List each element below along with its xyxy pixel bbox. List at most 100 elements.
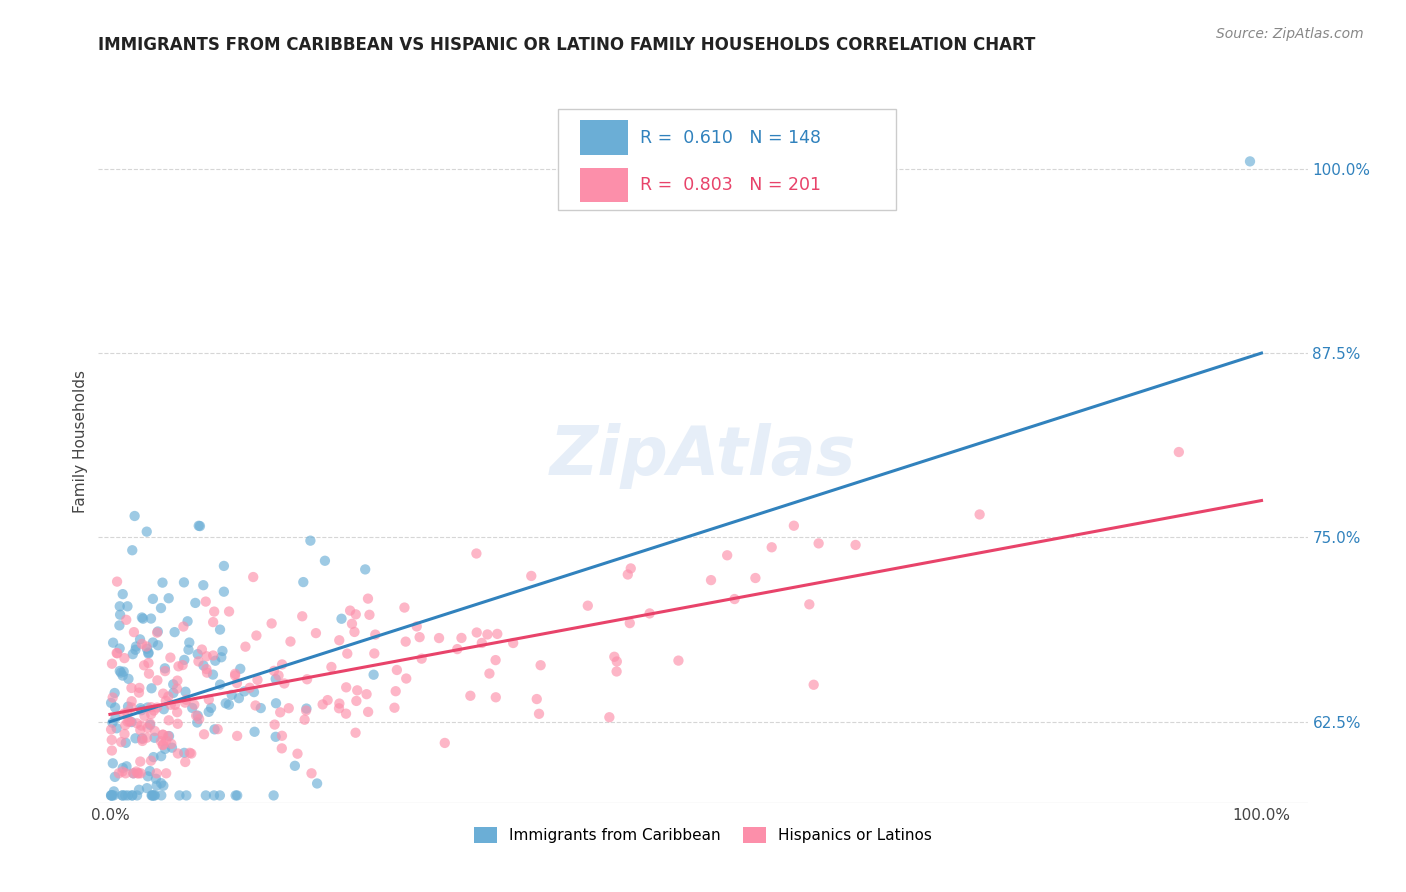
- Point: [198, 692, 221, 706]
- Point: [335, 706, 357, 721]
- Point: [195, 665, 218, 680]
- Point: [477, 627, 499, 641]
- Point: [224, 668, 246, 682]
- Point: [152, 738, 174, 752]
- Point: [179, 746, 201, 760]
- Point: [125, 789, 148, 803]
- Point: [181, 701, 204, 715]
- Point: [155, 694, 177, 708]
- Point: [174, 696, 197, 710]
- Point: [328, 697, 350, 711]
- Point: [111, 789, 134, 803]
- Text: Source: ZipAtlas.com: Source: ZipAtlas.com: [1216, 27, 1364, 41]
- Point: [176, 693, 198, 707]
- Point: [101, 789, 124, 803]
- Point: [100, 789, 122, 803]
- Point: [121, 543, 143, 558]
- Point: [335, 681, 357, 695]
- Point: [471, 636, 494, 650]
- Point: [159, 698, 181, 712]
- Point: [226, 729, 249, 743]
- Point: [174, 684, 197, 698]
- Point: [527, 706, 550, 721]
- Point: [292, 575, 315, 590]
- Point: [195, 662, 218, 676]
- Point: [202, 605, 225, 619]
- Point: [108, 618, 131, 632]
- Point: [127, 766, 149, 780]
- Point: [101, 657, 124, 671]
- Point: [576, 599, 599, 613]
- Point: [104, 686, 127, 700]
- Point: [174, 755, 197, 769]
- Point: [166, 681, 188, 696]
- Point: [131, 731, 153, 746]
- Point: [162, 677, 184, 691]
- Point: [143, 731, 166, 745]
- Point: [121, 714, 143, 729]
- Point: [142, 704, 165, 718]
- Point: [114, 766, 136, 780]
- Point: [129, 723, 152, 737]
- Point: [183, 698, 205, 712]
- Point: [132, 612, 155, 626]
- Point: [295, 673, 318, 687]
- Point: [121, 647, 143, 661]
- Point: [363, 647, 385, 661]
- Point: [263, 717, 285, 731]
- Text: R =  0.803   N = 201: R = 0.803 N = 201: [640, 176, 821, 194]
- Y-axis label: Family Households: Family Households: [73, 370, 89, 513]
- Point: [138, 647, 160, 661]
- Point: [163, 698, 186, 712]
- Point: [344, 694, 367, 708]
- Point: [245, 698, 267, 713]
- Text: ZipAtlas: ZipAtlas: [550, 423, 856, 489]
- Point: [193, 727, 215, 741]
- Point: [807, 536, 830, 550]
- Point: [287, 747, 309, 761]
- Point: [484, 653, 506, 667]
- Point: [394, 600, 416, 615]
- Point: [180, 747, 202, 761]
- Point: [166, 716, 188, 731]
- Point: [112, 706, 135, 721]
- Point: [233, 684, 256, 698]
- Point: [108, 641, 131, 656]
- Point: [357, 705, 380, 719]
- Point: [218, 605, 240, 619]
- Point: [117, 789, 139, 803]
- Point: [136, 781, 159, 796]
- Point: [207, 722, 229, 736]
- Text: R =  0.610   N = 148: R = 0.610 N = 148: [640, 128, 821, 146]
- Point: [146, 625, 169, 640]
- Point: [269, 706, 291, 720]
- Point: [969, 508, 991, 522]
- Point: [700, 573, 723, 587]
- Point: [131, 637, 153, 651]
- Point: [195, 649, 218, 664]
- Point: [105, 646, 128, 660]
- Point: [100, 789, 122, 803]
- Point: [344, 607, 367, 622]
- Point: [122, 625, 145, 640]
- Point: [120, 714, 142, 729]
- Point: [152, 728, 174, 742]
- Point: [328, 633, 350, 648]
- Point: [346, 683, 368, 698]
- Point: [267, 668, 290, 682]
- Point: [157, 591, 180, 606]
- Point: [340, 616, 363, 631]
- Point: [117, 599, 139, 614]
- Point: [803, 678, 825, 692]
- Point: [138, 656, 160, 670]
- Point: [117, 699, 139, 714]
- Point: [132, 658, 155, 673]
- Point: [186, 715, 208, 730]
- Point: [121, 700, 143, 714]
- Point: [291, 609, 314, 624]
- Point: [316, 693, 339, 707]
- Point: [188, 712, 211, 726]
- Point: [343, 624, 366, 639]
- Point: [124, 642, 146, 657]
- Point: [104, 770, 127, 784]
